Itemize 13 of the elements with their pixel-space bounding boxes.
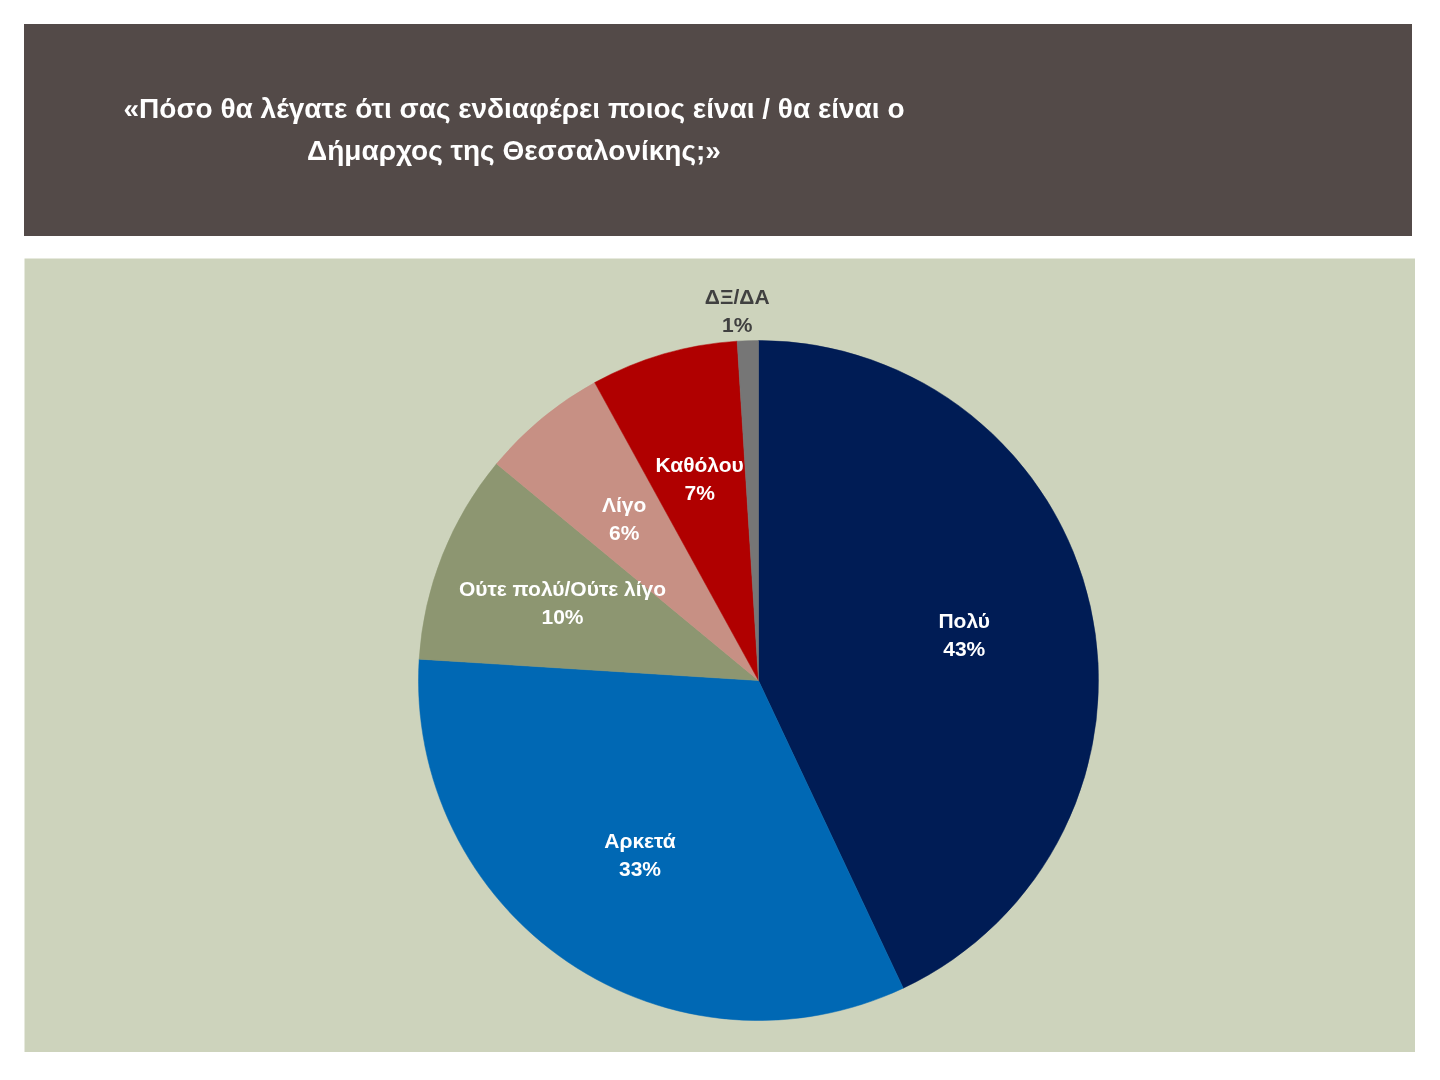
data-label: 1% [722,313,753,337]
chart-title: «Πόσο θα λέγατε ότι σας ενδιαφέρει ποιος είναι / θα είναι ο Δήμαρχος της Θεσσαλονίκης;» [122,92,906,168]
slice-label: Λίγο [601,492,647,516]
data-label: 10% [541,605,584,629]
slice-label: Καθόλου [655,452,744,476]
data-label: 6% [608,520,640,544]
slice-label: Ούτε πολύ/Ούτε λίγο [458,577,667,601]
slice-label: Πολύ [938,609,991,633]
slice-label: ΔΞ/ΔΑ [704,285,770,309]
data-label: 33% [619,857,662,881]
data-label: 43% [943,637,986,661]
slice-label: Αρκετά [604,829,676,853]
data-label: 7% [684,480,716,504]
